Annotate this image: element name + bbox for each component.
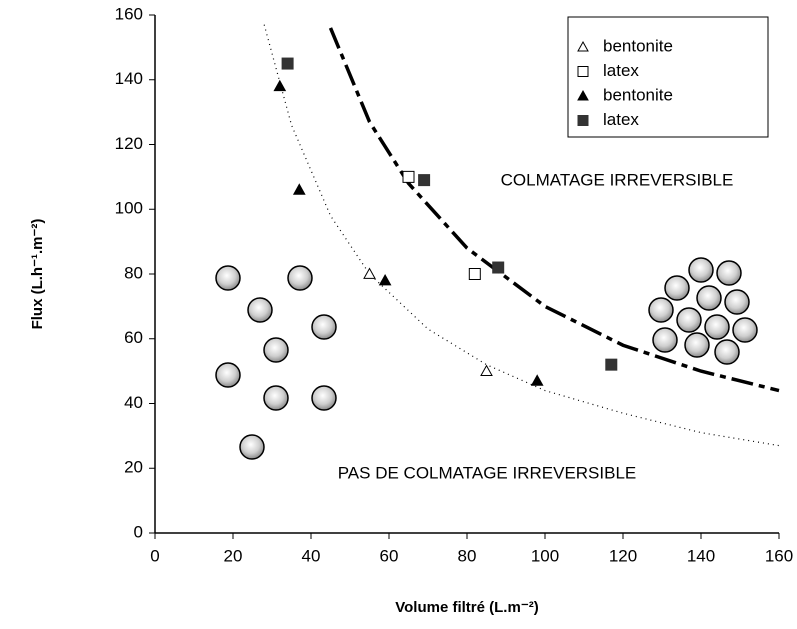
marker bbox=[281, 57, 294, 70]
legend-box bbox=[567, 16, 769, 138]
marker bbox=[378, 273, 392, 286]
y-tick-label: 40 bbox=[124, 393, 143, 412]
marker bbox=[480, 364, 493, 377]
y-tick-label: 120 bbox=[115, 134, 143, 153]
legend-marker bbox=[577, 40, 589, 52]
marker bbox=[273, 79, 287, 92]
x-tick-label: 100 bbox=[531, 546, 559, 565]
x-tick-label: 160 bbox=[765, 546, 793, 565]
marker bbox=[363, 267, 376, 279]
particles bbox=[215, 257, 758, 460]
marker bbox=[530, 374, 544, 386]
x-tick-label: 80 bbox=[458, 546, 477, 565]
x-tick-label: 40 bbox=[302, 546, 321, 565]
marker bbox=[418, 174, 431, 187]
legend-label: bentonite bbox=[603, 85, 673, 104]
y-tick-label: 80 bbox=[124, 263, 143, 282]
x-tick-label: 120 bbox=[609, 546, 637, 565]
curve bbox=[328, 27, 780, 393]
legend-label: bentonite bbox=[603, 36, 673, 55]
x-tick-label: 20 bbox=[224, 546, 243, 565]
x-tick-label: 0 bbox=[150, 546, 159, 565]
annotation: PAS DE COLMATAGE IRREVERSIBLE bbox=[338, 463, 637, 482]
y-tick-label: 140 bbox=[115, 69, 143, 88]
y-tick-label: 60 bbox=[124, 328, 143, 347]
y-tick-label: 160 bbox=[115, 4, 143, 23]
x-tick-label: 60 bbox=[380, 546, 399, 565]
legend-marker bbox=[577, 89, 589, 101]
x-axis-title: Volume filtré (L.m⁻²) bbox=[395, 599, 538, 616]
legend-marker bbox=[577, 66, 589, 77]
legend-marker bbox=[577, 115, 589, 126]
y-tick-label: 100 bbox=[115, 199, 143, 218]
annotation: COLMATAGE IRREVERSIBLE bbox=[501, 170, 734, 189]
marker bbox=[468, 268, 481, 280]
marker bbox=[292, 183, 306, 195]
legend-label: latex bbox=[603, 110, 639, 129]
y-tick-label: 0 bbox=[134, 522, 143, 541]
legend-label: latex bbox=[603, 61, 639, 80]
y-axis-title: Flux (L.h⁻¹.m⁻²) bbox=[29, 219, 46, 330]
marker bbox=[402, 170, 415, 183]
marker bbox=[605, 358, 618, 371]
x-tick-label: 140 bbox=[687, 546, 715, 565]
marker bbox=[492, 261, 505, 274]
y-tick-label: 20 bbox=[124, 458, 143, 477]
